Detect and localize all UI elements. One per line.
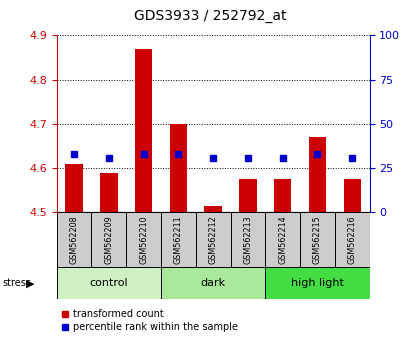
Bar [205,206,222,212]
Bar [170,124,187,212]
Bar [335,212,370,267]
Text: GSM562214: GSM562214 [278,216,287,264]
Text: GSM562209: GSM562209 [104,216,113,264]
Text: GSM562216: GSM562216 [348,216,357,264]
Text: ▶: ▶ [26,279,34,289]
Text: GDS3933 / 252792_at: GDS3933 / 252792_at [134,9,286,23]
Bar [135,49,152,212]
Legend: transformed count, percentile rank within the sample: transformed count, percentile rank withi… [62,309,238,332]
Text: GSM562213: GSM562213 [244,216,252,264]
Bar [274,179,291,212]
Text: GSM562211: GSM562211 [174,216,183,264]
Bar [309,137,326,212]
Text: GSM562215: GSM562215 [313,216,322,264]
Bar [161,212,196,267]
Bar [231,212,265,267]
Bar [239,179,257,212]
Bar [344,179,361,212]
Text: stress: stress [2,278,31,288]
Bar [161,267,265,299]
Bar [265,267,370,299]
Text: GSM562212: GSM562212 [209,216,218,264]
Text: GSM562210: GSM562210 [139,216,148,264]
Bar [92,212,126,267]
Bar [57,267,161,299]
Bar [196,212,231,267]
Text: control: control [89,278,128,288]
Text: dark: dark [201,278,226,288]
Text: GSM562208: GSM562208 [70,216,79,264]
Bar [57,212,92,267]
Bar [126,212,161,267]
Bar [265,212,300,267]
Text: high light: high light [291,278,344,288]
Bar [66,164,83,212]
Bar [100,173,118,212]
Bar [300,212,335,267]
